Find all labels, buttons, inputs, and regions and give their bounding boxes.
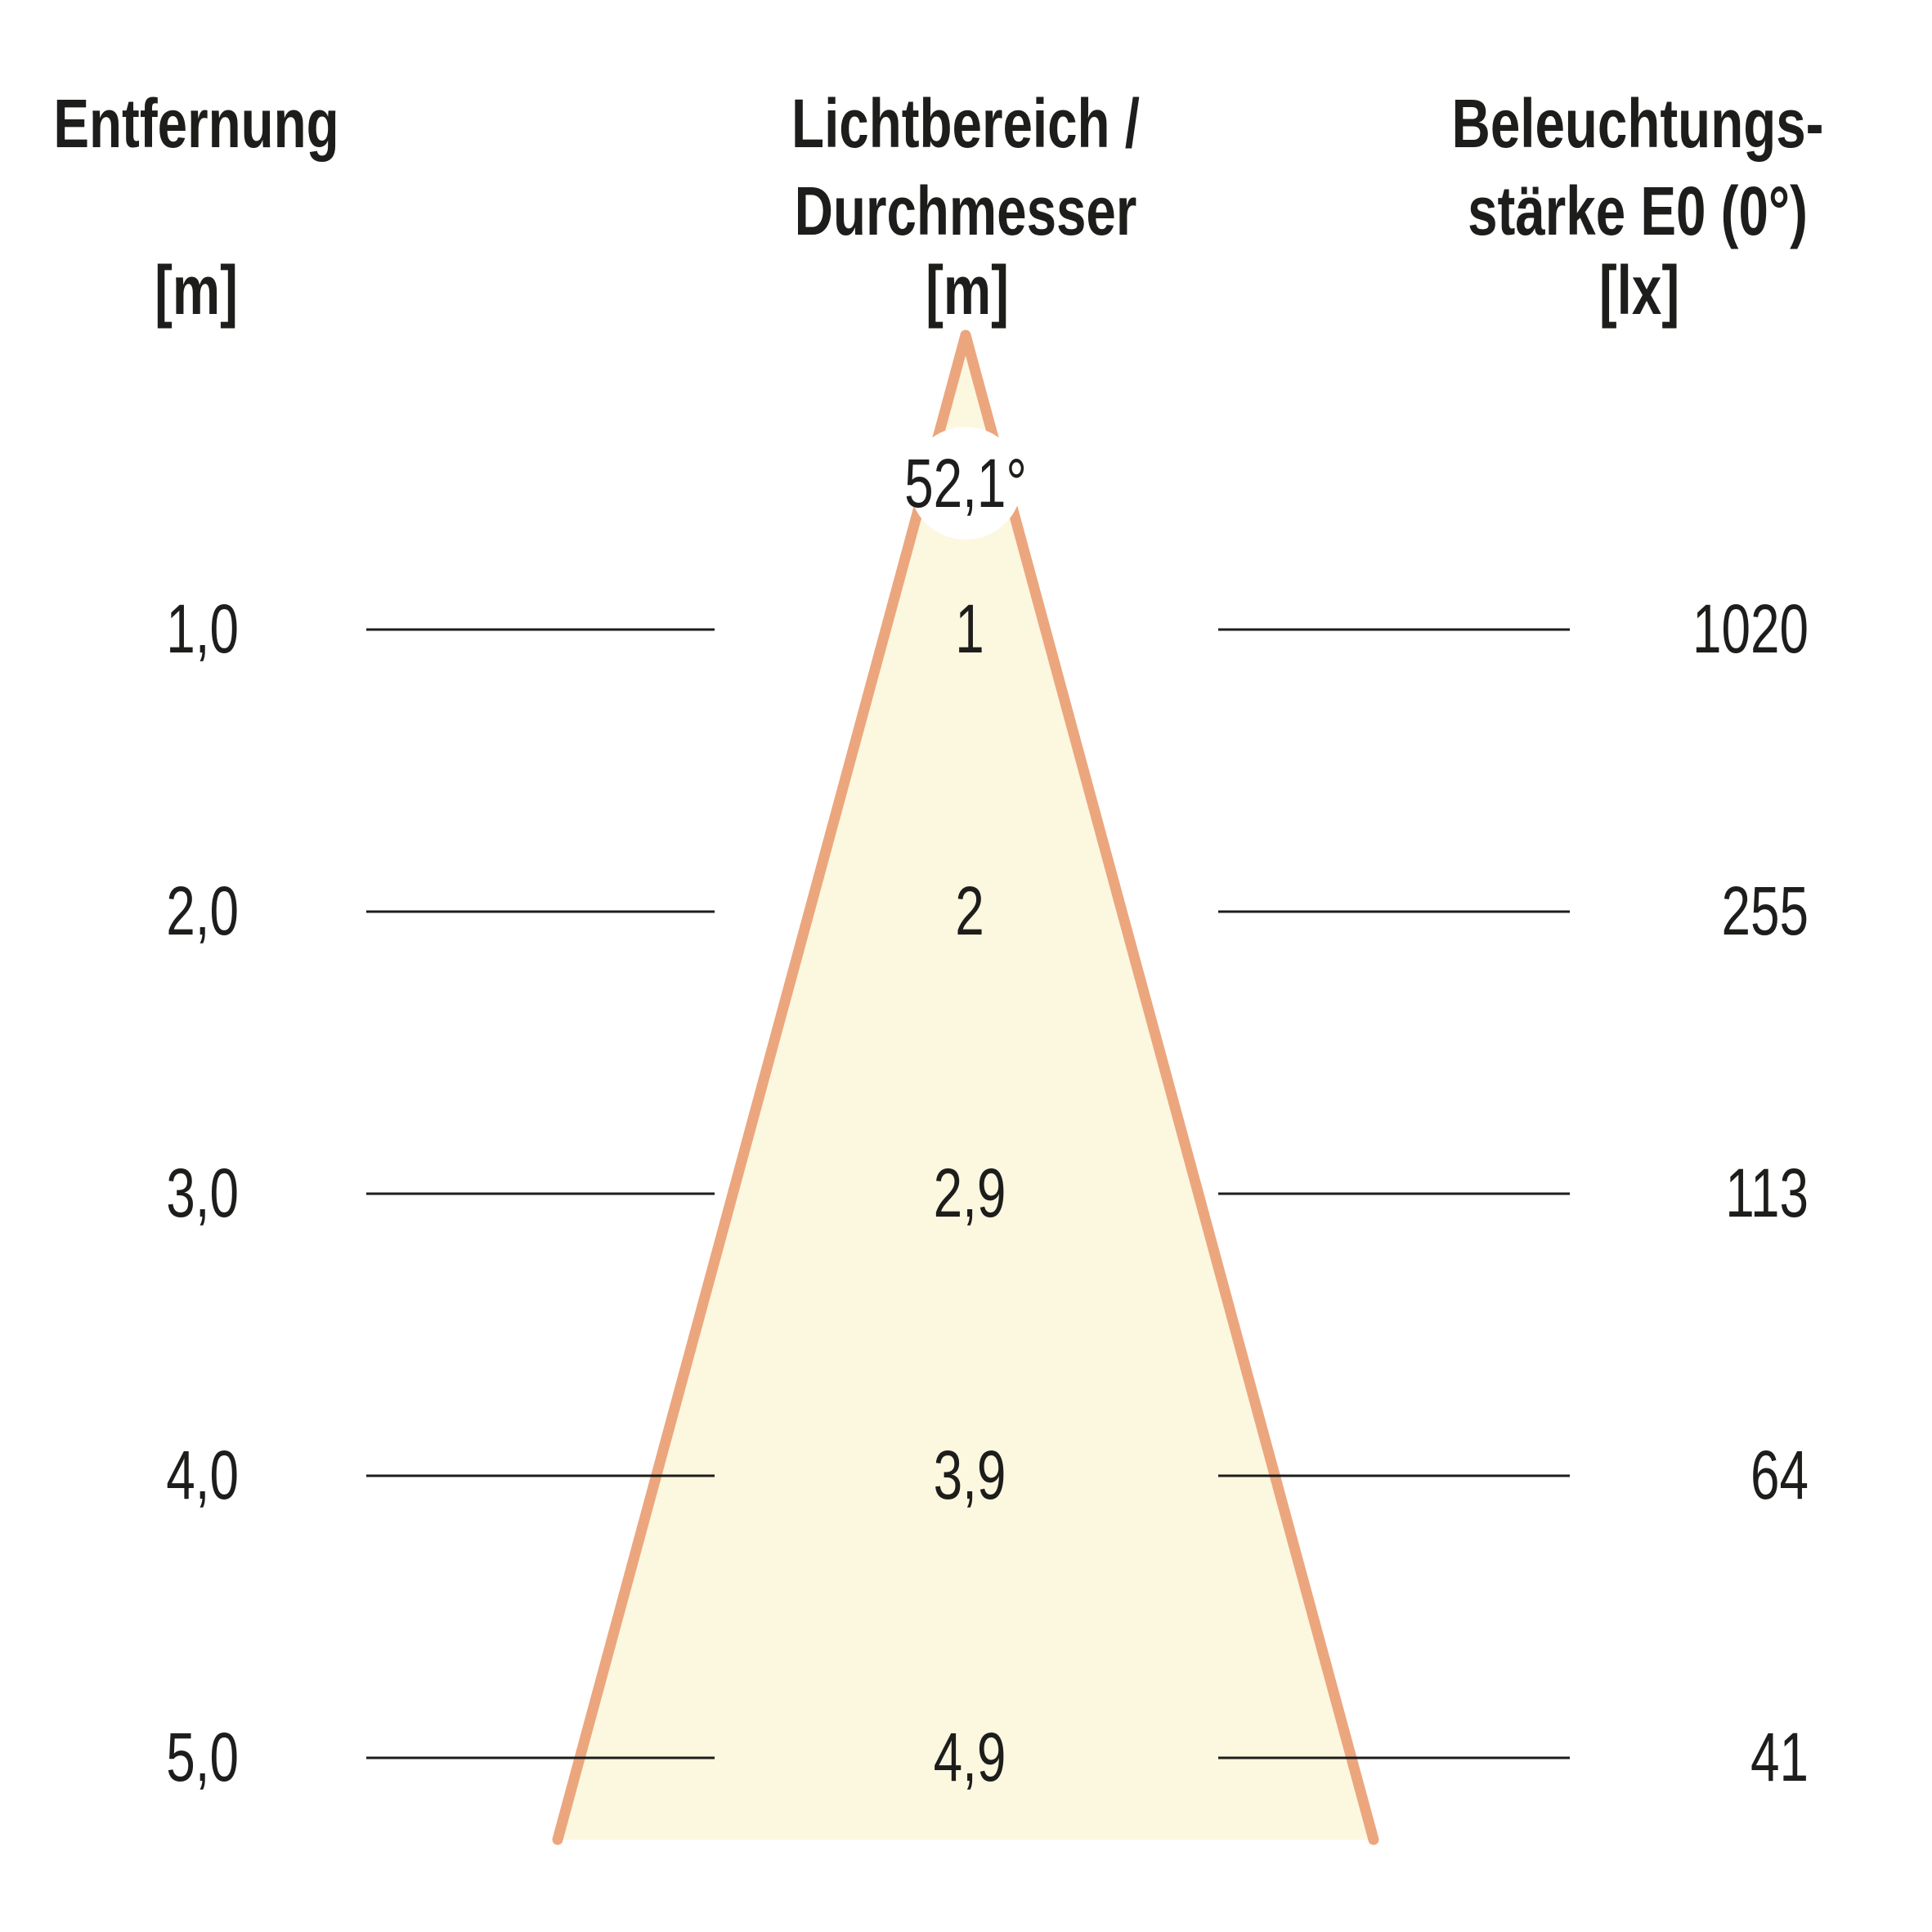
distance-value: 1,0 bbox=[166, 589, 239, 667]
cone-right-edge bbox=[960, 329, 1379, 1845]
diameter-value: 1 bbox=[955, 589, 984, 667]
header-diameter-line1: Lichtbereich / bbox=[791, 85, 1140, 162]
diameter-value: 2,9 bbox=[934, 1154, 1006, 1231]
header-distance-unit: [m] bbox=[155, 252, 238, 329]
distance-value: 2,0 bbox=[166, 872, 239, 949]
cone-fill bbox=[558, 335, 1374, 1840]
table-row: 1,0 1 1020 bbox=[166, 589, 1809, 667]
table-row: 3,0 2,9 113 bbox=[166, 1154, 1809, 1231]
angle-label-backdrop bbox=[909, 427, 1022, 540]
header-illuminance-line1: Beleuchtungs- bbox=[1452, 85, 1824, 162]
header-diameter-line2: Durchmesser bbox=[795, 173, 1137, 249]
illuminance-value: 1020 bbox=[1692, 589, 1809, 667]
cone-left-edge bbox=[552, 329, 971, 1845]
diameter-value: 3,9 bbox=[934, 1436, 1006, 1513]
illuminance-value: 41 bbox=[1750, 1718, 1809, 1795]
distance-value: 4,0 bbox=[166, 1436, 239, 1513]
diameter-value: 4,9 bbox=[934, 1718, 1006, 1795]
table-header: Entfernung [m] Lichtbereich / Durchmesse… bbox=[53, 85, 1823, 329]
light-cone bbox=[552, 329, 1379, 1845]
illuminance-value: 255 bbox=[1721, 872, 1809, 949]
distance-value: 5,0 bbox=[166, 1718, 239, 1795]
beam-angle-label: 52,1° bbox=[904, 444, 1027, 522]
diameter-value: 2 bbox=[955, 872, 984, 949]
table-row: 5,0 4,9 41 bbox=[166, 1718, 1809, 1795]
illuminance-value: 113 bbox=[1725, 1154, 1809, 1231]
header-illuminance-line2: stärke E0 (0°) bbox=[1468, 173, 1808, 249]
distance-value: 3,0 bbox=[166, 1154, 239, 1231]
table-row: 4,0 3,9 64 bbox=[166, 1436, 1809, 1513]
table-row: 2,0 2 255 bbox=[166, 872, 1809, 949]
header-illuminance-unit: [lx] bbox=[1599, 252, 1679, 329]
header-distance: Entfernung bbox=[53, 85, 338, 162]
header-diameter-unit: [m] bbox=[926, 252, 1009, 329]
illuminance-value: 64 bbox=[1750, 1436, 1809, 1513]
